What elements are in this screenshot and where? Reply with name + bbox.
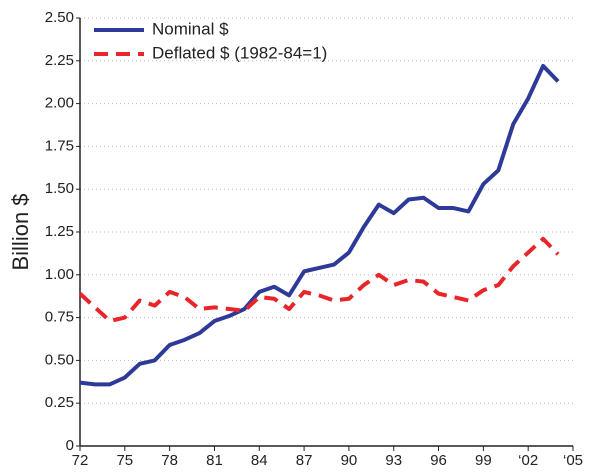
y-tick-label: 2.25 <box>45 52 74 69</box>
data-line <box>79 63 560 387</box>
x-tick-label: 87 <box>296 452 313 469</box>
y-tick-label: 1.50 <box>45 180 74 197</box>
legend-label: Nominal $ <box>152 19 229 38</box>
y-tick-label: 0.25 <box>45 394 74 411</box>
x-tick-label: 72 <box>72 452 89 469</box>
x-tick-label: 99 <box>475 452 492 469</box>
y-tick-label: 1.00 <box>45 266 74 283</box>
x-tick-label: 93 <box>385 452 402 469</box>
y-tick-label: 2.00 <box>45 95 74 112</box>
y-tick-label: 0.50 <box>45 351 74 368</box>
x-tick-label: 81 <box>206 452 223 469</box>
x-tick-label: 75 <box>116 452 133 469</box>
x-tick-label: 84 <box>251 452 268 469</box>
legend-label: Deflated $ (1982-84=1) <box>152 43 327 62</box>
x-tick-label: ‘02 <box>518 452 538 469</box>
x-tick-label: 78 <box>161 452 178 469</box>
y-tick-label: 0 <box>66 437 74 454</box>
x-tick-label: 90 <box>341 452 358 469</box>
y-tick-label: 1.25 <box>45 223 74 240</box>
y-tick-label: 1.75 <box>45 137 74 154</box>
y-axis-label: Billion $ <box>8 193 33 270</box>
x-tick-label: ‘05 <box>563 452 583 469</box>
y-tick-label: 2.50 <box>45 9 74 26</box>
x-tick-label: 96 <box>430 452 447 469</box>
data-line <box>78 236 560 324</box>
y-tick-label: 0.75 <box>45 309 74 326</box>
